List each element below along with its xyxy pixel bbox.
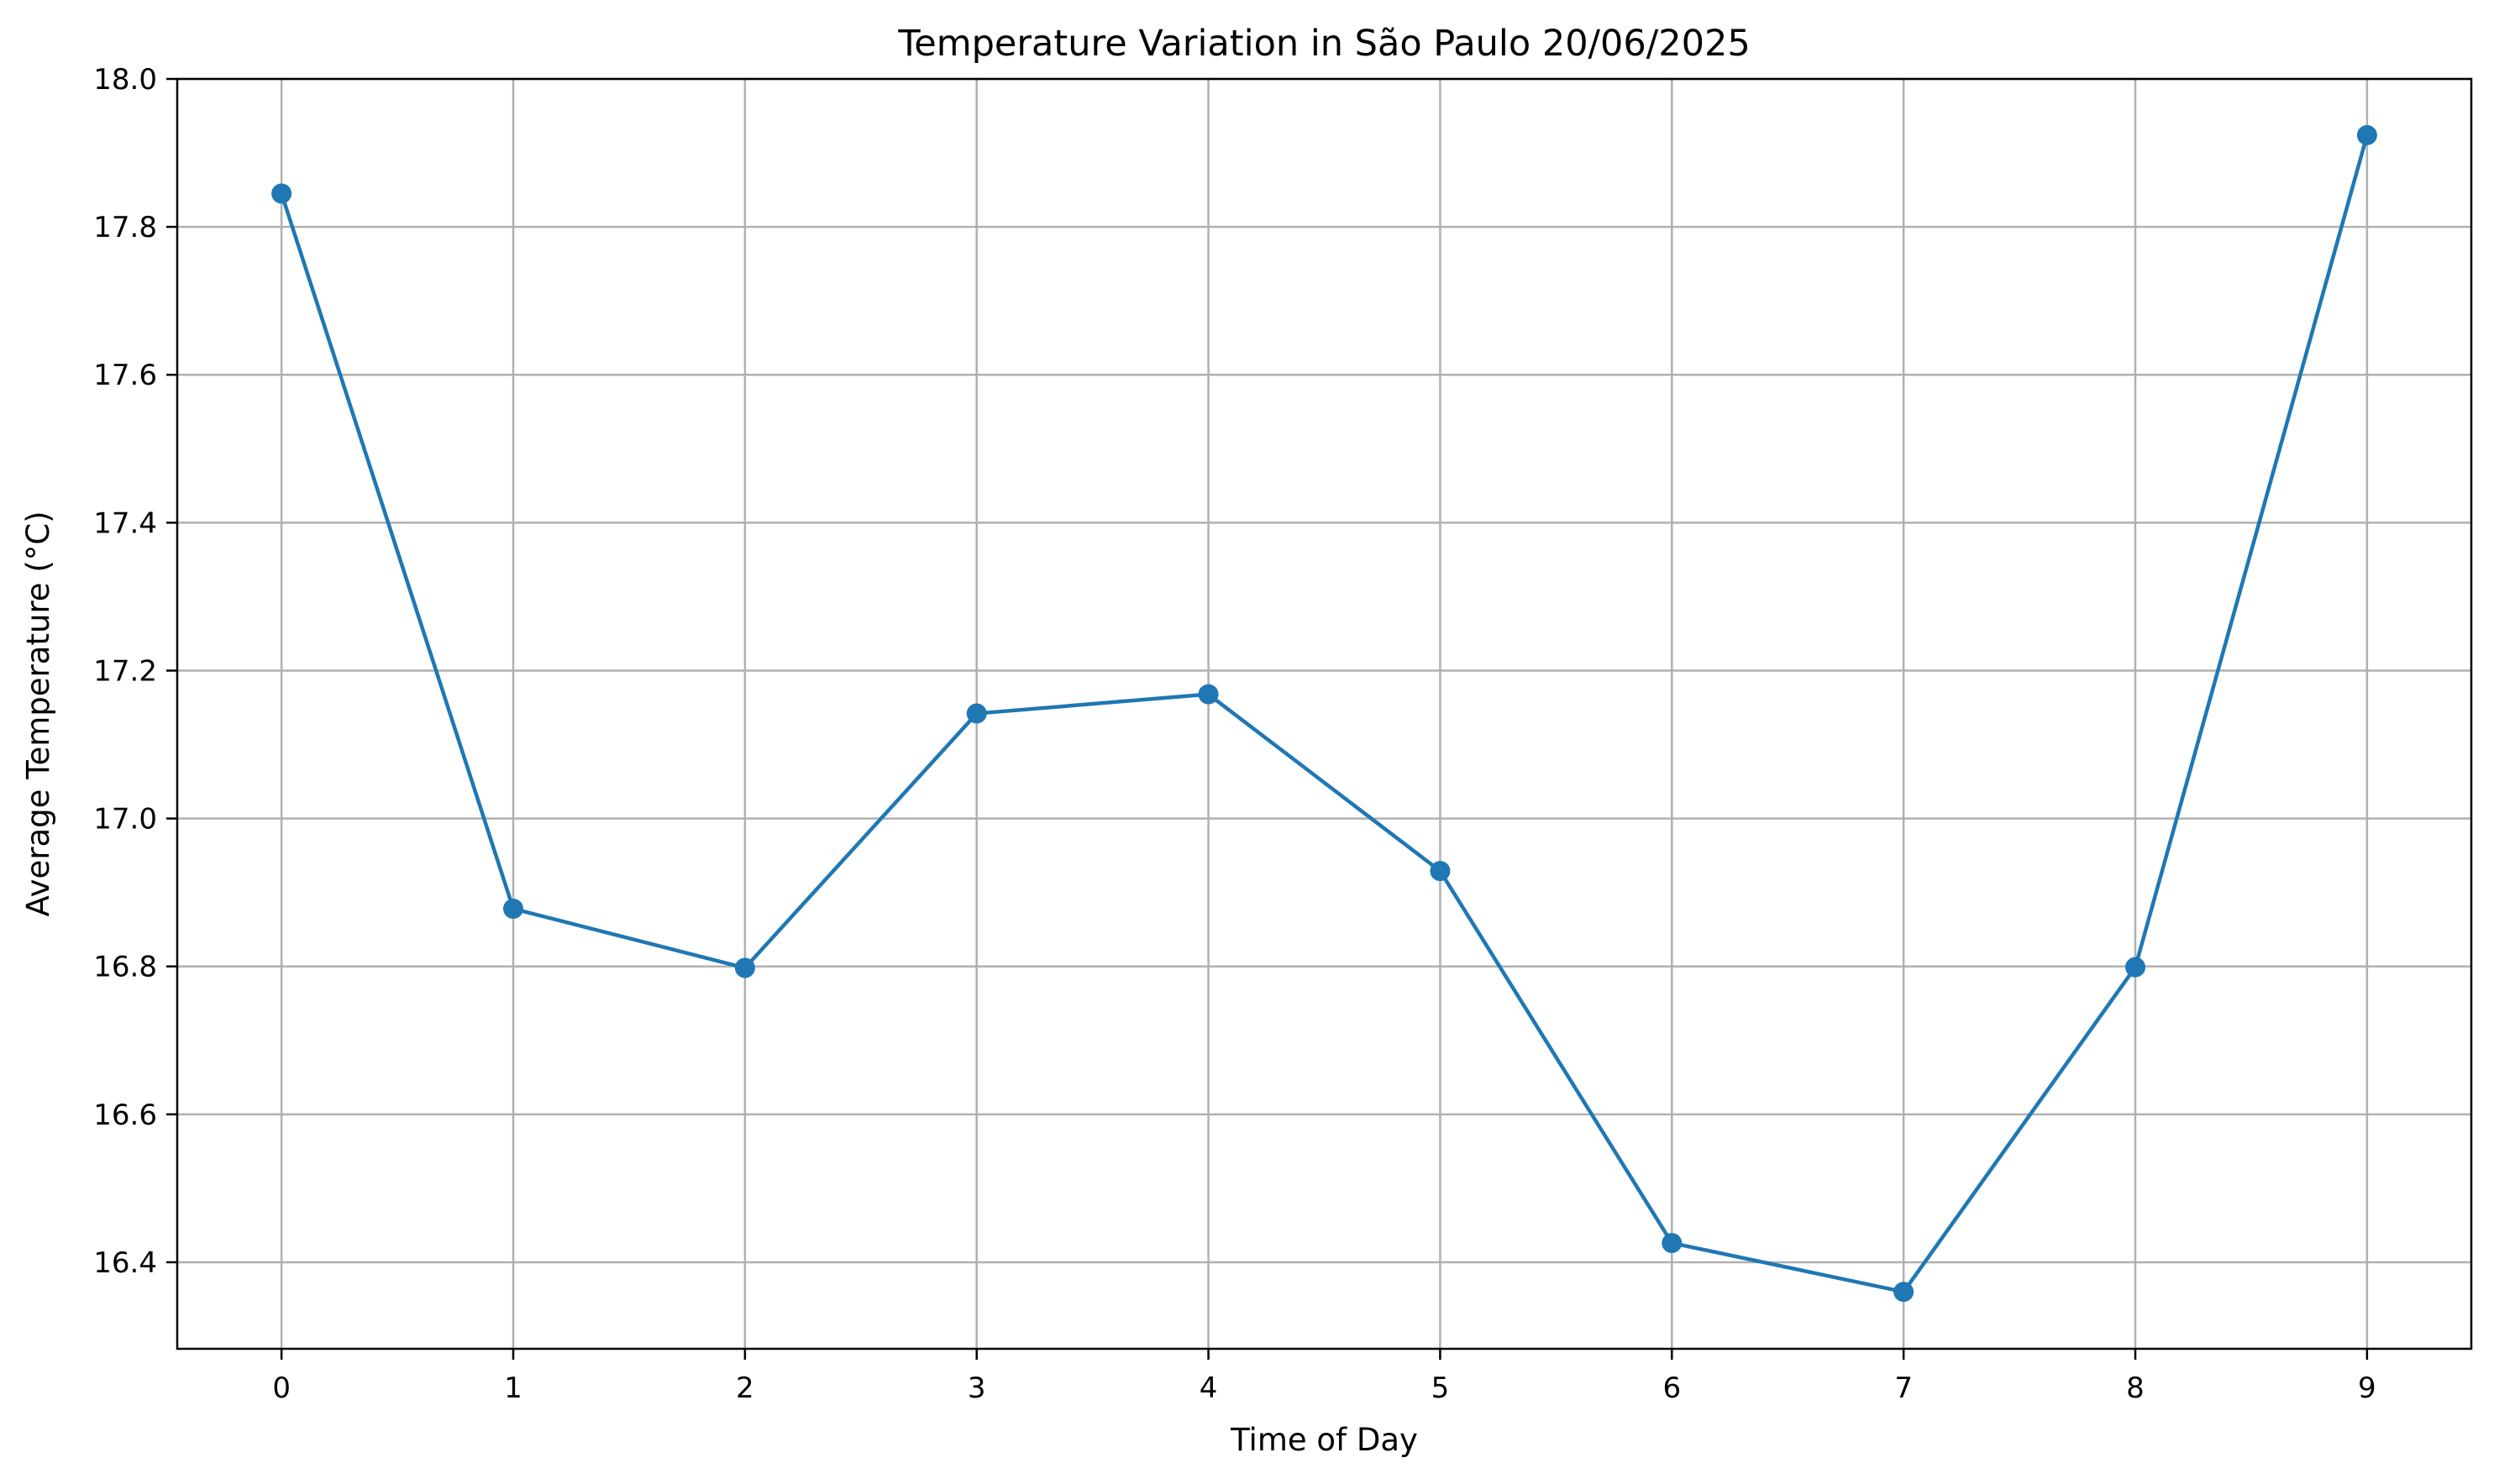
x-tick-label: 6 xyxy=(1662,1371,1681,1405)
y-tick-label: 16.8 xyxy=(93,951,157,984)
x-tick-label: 7 xyxy=(1894,1371,1913,1405)
data-point xyxy=(1430,861,1451,882)
data-point xyxy=(966,703,987,724)
data-point xyxy=(271,183,292,204)
data-point xyxy=(2125,957,2146,978)
y-tick-label: 17.0 xyxy=(93,803,157,836)
x-tick-label: 0 xyxy=(272,1371,291,1405)
y-axis: 16.4 16.6 16.8 17.0 17.2 17.4 17.6 17.8 18.0 xyxy=(93,63,177,1280)
x-tick-label: 2 xyxy=(736,1371,754,1405)
x-tick-label: 3 xyxy=(968,1371,986,1405)
data-point xyxy=(734,957,755,978)
data-point xyxy=(1198,684,1219,705)
plot-frame xyxy=(176,77,2473,1350)
x-tick-label: 4 xyxy=(1200,1371,1218,1405)
series-line xyxy=(279,133,2370,1294)
data-point xyxy=(1893,1282,1914,1303)
data-point xyxy=(1662,1233,1683,1254)
y-tick-label: 18.0 xyxy=(93,63,157,97)
data-series xyxy=(271,124,2377,1303)
data-point xyxy=(2356,124,2377,145)
x-tick-label: 5 xyxy=(1431,1371,1450,1405)
x-axis: 0 1 2 3 4 5 6 7 8 9 xyxy=(272,1349,2376,1405)
x-tick-label: 9 xyxy=(2358,1371,2376,1405)
x-tick-label: 1 xyxy=(504,1371,522,1405)
y-axis-label: Average Temperature (°C) xyxy=(20,511,56,916)
y-tick-label: 17.2 xyxy=(93,654,157,688)
data-point xyxy=(502,899,523,920)
y-tick-label: 16.4 xyxy=(93,1246,157,1280)
chart-title: Temperature Variation in São Paulo 20/06… xyxy=(897,23,1750,65)
x-tick-label: 8 xyxy=(2126,1371,2145,1405)
x-axis-label: Time of Day xyxy=(1230,1422,1418,1458)
y-tick-label: 17.6 xyxy=(93,359,157,392)
y-tick-label: 17.8 xyxy=(93,211,157,244)
y-tick-label: 16.6 xyxy=(93,1099,157,1132)
y-tick-label: 17.4 xyxy=(93,506,157,540)
